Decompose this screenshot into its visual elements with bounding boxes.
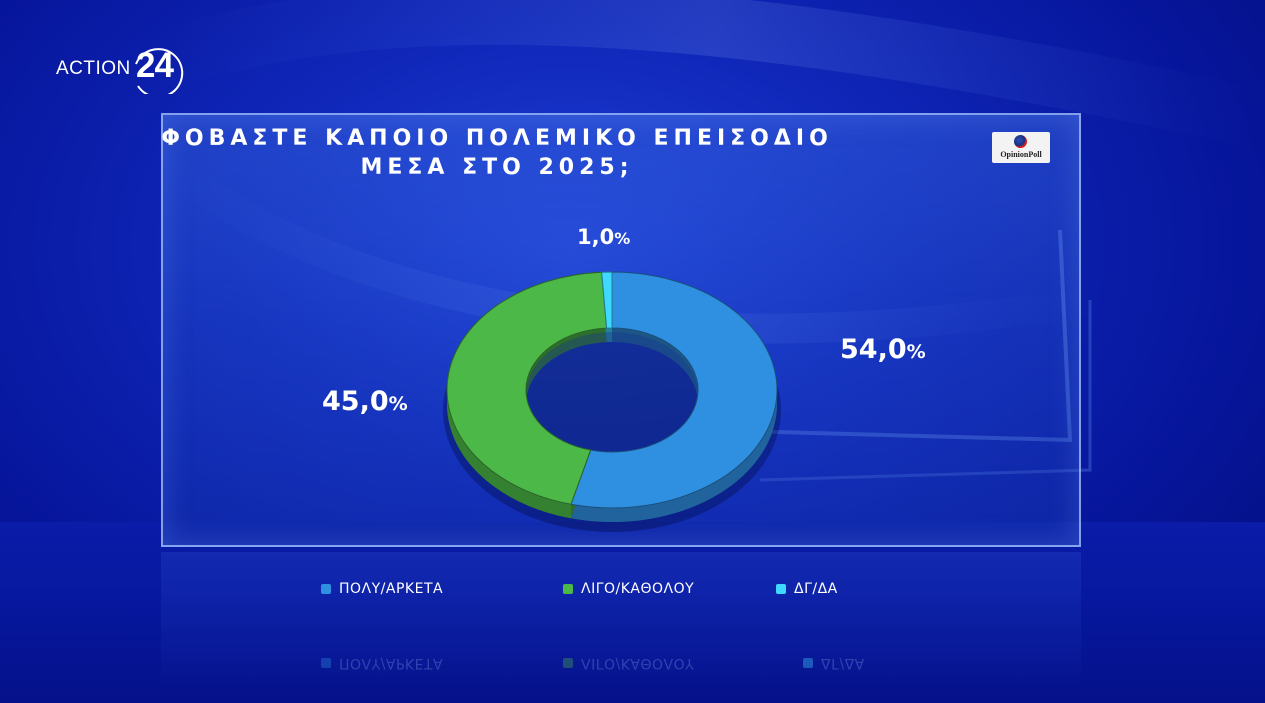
value-label-number: 1,0 — [577, 225, 615, 249]
legend-label: ΔΓ/ΔΑ — [794, 581, 838, 597]
value-label-number: 45,0 — [322, 386, 389, 417]
value-label-number: 54,0 — [840, 334, 907, 365]
value-label-poly-arketa: 54,0% — [840, 334, 926, 365]
legend-reflection-swatch — [563, 658, 573, 668]
value-label-ligo-katholou: 45,0% — [322, 386, 408, 417]
chart-title-line-2: ΜΕΣΑ ΣΤΟ 2025; — [360, 155, 634, 180]
slice-poly-arketa — [570, 271, 778, 509]
legend-reflection-ligo-katholou: ΛΙΓΟ/ΚΑΘΟΛΟΥ — [563, 655, 694, 671]
legend-reflection-label: ΛΙΓΟ/ΚΑΘΟΛΟΥ — [581, 655, 695, 671]
pollster-logo: OpinionPoll — [992, 132, 1050, 163]
floor — [0, 522, 1265, 703]
logo-number: 24 — [136, 46, 174, 85]
legend-swatch — [321, 584, 331, 594]
value-label-unit: % — [906, 341, 926, 363]
pollster-name: OpinionPoll — [1000, 150, 1042, 159]
logo-ring-icon — [135, 48, 184, 94]
chart-title: ΦΟΒΑΣΤΕ ΚΑΠΟΙΟ ΠΟΛΕΜΙΚΟ ΕΠΕΙΣΟΔΙΟ ΜΕΣΑ Σ… — [161, 124, 833, 182]
legend-reflection-swatch — [321, 658, 331, 668]
legend-swatch — [563, 584, 573, 594]
value-label-dg-da: 1,0% — [577, 225, 630, 249]
legend-reflection-dg-da: ΔΓ/ΔΑ — [803, 655, 865, 671]
logo-word: ACTION — [56, 58, 131, 79]
value-label-unit: % — [388, 393, 408, 415]
chart-panel-reflection — [161, 552, 1081, 692]
legend-swatch — [776, 584, 786, 594]
legend-item-dg-da: ΔΓ/ΔΑ — [776, 581, 838, 597]
slice-dg-da — [601, 271, 613, 329]
pollster-emblem-icon — [1014, 135, 1027, 148]
legend-item-ligo-katholou: ΛΙΓΟ/ΚΑΘΟΛΟΥ — [563, 581, 694, 597]
legend-label: ΛΙΓΟ/ΚΑΘΟΛΟΥ — [581, 581, 695, 597]
legend-reflection-label: ΠΟΛΥ/ΑΡΚΕΤΑ — [339, 655, 444, 671]
legend-reflection-label: ΔΓ/ΔΑ — [821, 655, 865, 671]
value-label-unit: % — [614, 229, 631, 248]
donut-hole-wall — [526, 332, 698, 456]
legend-item-poly-arketa: ΠΟΛΥ/ΑΡΚΕΤΑ — [321, 581, 443, 597]
legend-reflection-poly-arketa: ΠΟΛΥ/ΑΡΚΕΤΑ — [321, 655, 443, 671]
legend-reflection-swatch — [803, 658, 813, 668]
slice-ligo-katholou — [446, 271, 608, 505]
channel-logo: ACTION 24 — [56, 46, 196, 94]
legend-label: ΠΟΛΥ/ΑΡΚΕΤΑ — [339, 581, 444, 597]
chart-title-line-1: ΦΟΒΑΣΤΕ ΚΑΠΟΙΟ ΠΟΛΕΜΙΚΟ ΕΠΕΙΣΟΔΙΟ — [161, 126, 833, 151]
